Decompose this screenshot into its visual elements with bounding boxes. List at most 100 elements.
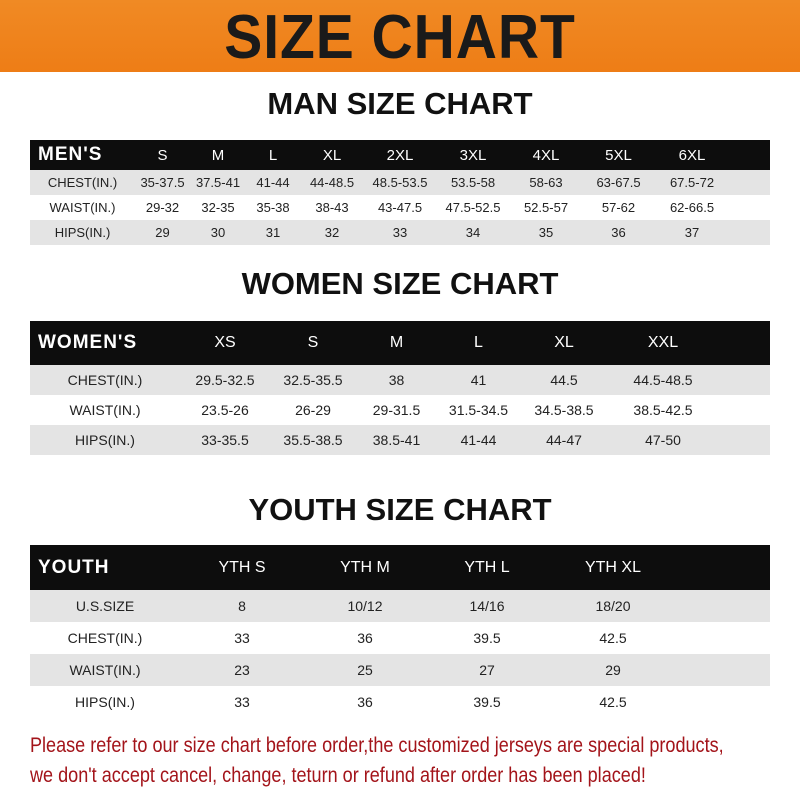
- table-cell: 44.5-48.5: [633, 372, 693, 388]
- table-header-row: WOMEN'S XS S M L XL XXL: [30, 321, 770, 365]
- size-column-header: XL: [554, 334, 574, 351]
- row-label: CHEST(IN.): [67, 372, 143, 388]
- table-cell: 32: [324, 225, 340, 240]
- row-label: CHEST(IN.): [67, 630, 143, 646]
- size-column-header: YTH S: [218, 558, 266, 576]
- table-cell: 44-48.5: [309, 175, 355, 190]
- table-label: YOUTH: [38, 556, 110, 578]
- size-column-header: YTH L: [464, 558, 510, 576]
- banner-title: SIZE CHART: [224, 3, 576, 72]
- table-cell: 62-66.5: [669, 200, 715, 215]
- row-label: CHEST(IN.): [47, 175, 118, 190]
- table-cell: 39.5: [473, 694, 501, 710]
- size-column-header: M: [389, 334, 404, 351]
- women-size-table: WOMEN'S XS S M L XL XXL CHEST(IN.) 29.5-32.5 32.5…: [30, 321, 770, 455]
- table-cell: 31.5-34.5: [448, 402, 509, 418]
- size-column-header: 5XL: [605, 146, 632, 164]
- row-label: U.S.SIZE: [75, 598, 135, 614]
- table-cell: 33: [392, 225, 408, 240]
- size-column-header: 3XL: [459, 146, 487, 164]
- table-cell: 43-47.5: [377, 200, 423, 215]
- table-cell: 44-47: [546, 432, 582, 448]
- row-label: WAIST(IN.): [69, 662, 141, 678]
- table-cell: 27: [479, 662, 495, 678]
- table-cell: 37: [684, 225, 700, 240]
- table-cell: 18/20: [595, 598, 631, 614]
- table-cell: 41-44: [460, 432, 497, 448]
- table-cell: 33-35.5: [201, 432, 249, 448]
- table-cell: 33: [234, 694, 250, 710]
- row-label: WAIST(IN.): [49, 200, 116, 215]
- size-column-header: S: [157, 146, 168, 164]
- table-cell: 36: [357, 694, 373, 710]
- table-cell: 35.5-38.5: [283, 432, 343, 448]
- table-cell: 38.5-42.5: [633, 402, 693, 418]
- size-column-header: XXL: [647, 334, 679, 351]
- size-column-header: YTH M: [340, 558, 390, 576]
- size-column-header: 6XL: [678, 146, 706, 164]
- table-cell: 42.5: [599, 630, 627, 646]
- table-cell: 23: [234, 662, 250, 678]
- row-label: HIPS(IN.): [75, 694, 135, 710]
- size-column-header: M: [211, 146, 225, 164]
- row-label: HIPS(IN.): [75, 432, 135, 448]
- table-cell: 29: [605, 662, 621, 678]
- table-cell: 63-67.5: [596, 175, 641, 190]
- table-cell: 42.5: [599, 694, 627, 710]
- table-cell: 39.5: [473, 630, 501, 646]
- table-cell: 31: [265, 225, 281, 240]
- table-cell: 29.5-32.5: [195, 372, 255, 388]
- table-row: CHEST(IN.) 35-37.5 37.5-41 41-44 44-48.5 48.5…: [30, 170, 770, 195]
- size-column-header: L: [474, 334, 483, 351]
- size-column-header: XL: [322, 146, 342, 164]
- table-header-row: YOUTH YTH S YTH M YTH L YTH XL: [30, 545, 770, 590]
- table-cell: 36: [357, 630, 373, 646]
- table-cell: 14/16: [469, 598, 505, 614]
- table-row: CHEST(IN.) 33 36 39.5 42.5: [30, 622, 770, 654]
- row-label: HIPS(IN.): [54, 225, 111, 240]
- table-cell: 30: [210, 225, 226, 240]
- table-cell: 37.5-41: [195, 175, 241, 190]
- table-cell: 47.5-52.5: [445, 200, 501, 215]
- table-row: HIPS(IN.) 33-35.5 35.5-38.5 38.5-41 41-44 44-…: [30, 425, 770, 455]
- table-cell: 36: [611, 225, 626, 240]
- table-header-row: MEN'S S M L XL 2XL 3XL 4XL 5XL 6XL: [30, 140, 770, 170]
- table-cell: 32.5-35.5: [283, 372, 343, 388]
- banner: SIZE CHART: [0, 0, 800, 72]
- youth-section-title: YOUTH SIZE CHART: [248, 492, 552, 527]
- table-label: MEN'S: [38, 144, 103, 165]
- table-label: WOMEN'S: [38, 332, 138, 353]
- table-cell: 52.5-57: [523, 200, 569, 215]
- table-cell: 57-62: [601, 200, 636, 215]
- table-cell: 67.5-72: [669, 175, 715, 190]
- size-column-header: S: [307, 334, 319, 351]
- notice-line-1: Please refer to our size chart before or…: [30, 734, 724, 757]
- table-cell: 38-43: [315, 200, 349, 215]
- men-section-title: MAN SIZE CHART: [267, 86, 533, 121]
- table-row: HIPS(IN.) 29 30 31 32 33 34 35 36 37: [30, 220, 770, 245]
- table-cell: 58-63: [529, 175, 563, 190]
- table-row: WAIST(IN.) 23.5-26 26-29 29-31.5 31.5-34.5 34…: [30, 395, 770, 425]
- men-size-table: MEN'S S M L XL 2XL 3XL 4XL 5XL 6XL CHEST(IN.) 35-37…: [30, 140, 770, 245]
- size-column-header: 2XL: [386, 146, 414, 164]
- table-cell: 35: [538, 225, 554, 240]
- table-row: HIPS(IN.) 33 36 39.5 42.5: [30, 686, 770, 718]
- table-cell: 29: [155, 225, 170, 240]
- table-cell: 47-50: [645, 432, 681, 448]
- table-cell: 41-44: [256, 175, 290, 190]
- table-cell: 29-32: [145, 200, 180, 215]
- size-column-header: 4XL: [532, 146, 560, 164]
- size-column-header: XS: [214, 334, 236, 351]
- table-cell: 34.5-38.5: [534, 402, 594, 418]
- table-cell: 53.5-58: [450, 175, 496, 190]
- table-cell: 44.5: [550, 372, 578, 388]
- table-cell: 41: [470, 372, 487, 388]
- table-cell: 25: [357, 662, 373, 678]
- table-cell: 33: [234, 630, 250, 646]
- table-cell: 8: [238, 598, 246, 614]
- notice-line-2: we don't accept cancel, change, teturn o…: [30, 764, 646, 787]
- size-column-header: YTH XL: [584, 558, 641, 576]
- table-cell: 34: [465, 225, 481, 240]
- youth-size-table: YOUTH YTH S YTH M YTH L YTH XL U.S.SIZE 8 10/12…: [30, 545, 770, 718]
- table-cell: 38.5-41: [372, 432, 421, 448]
